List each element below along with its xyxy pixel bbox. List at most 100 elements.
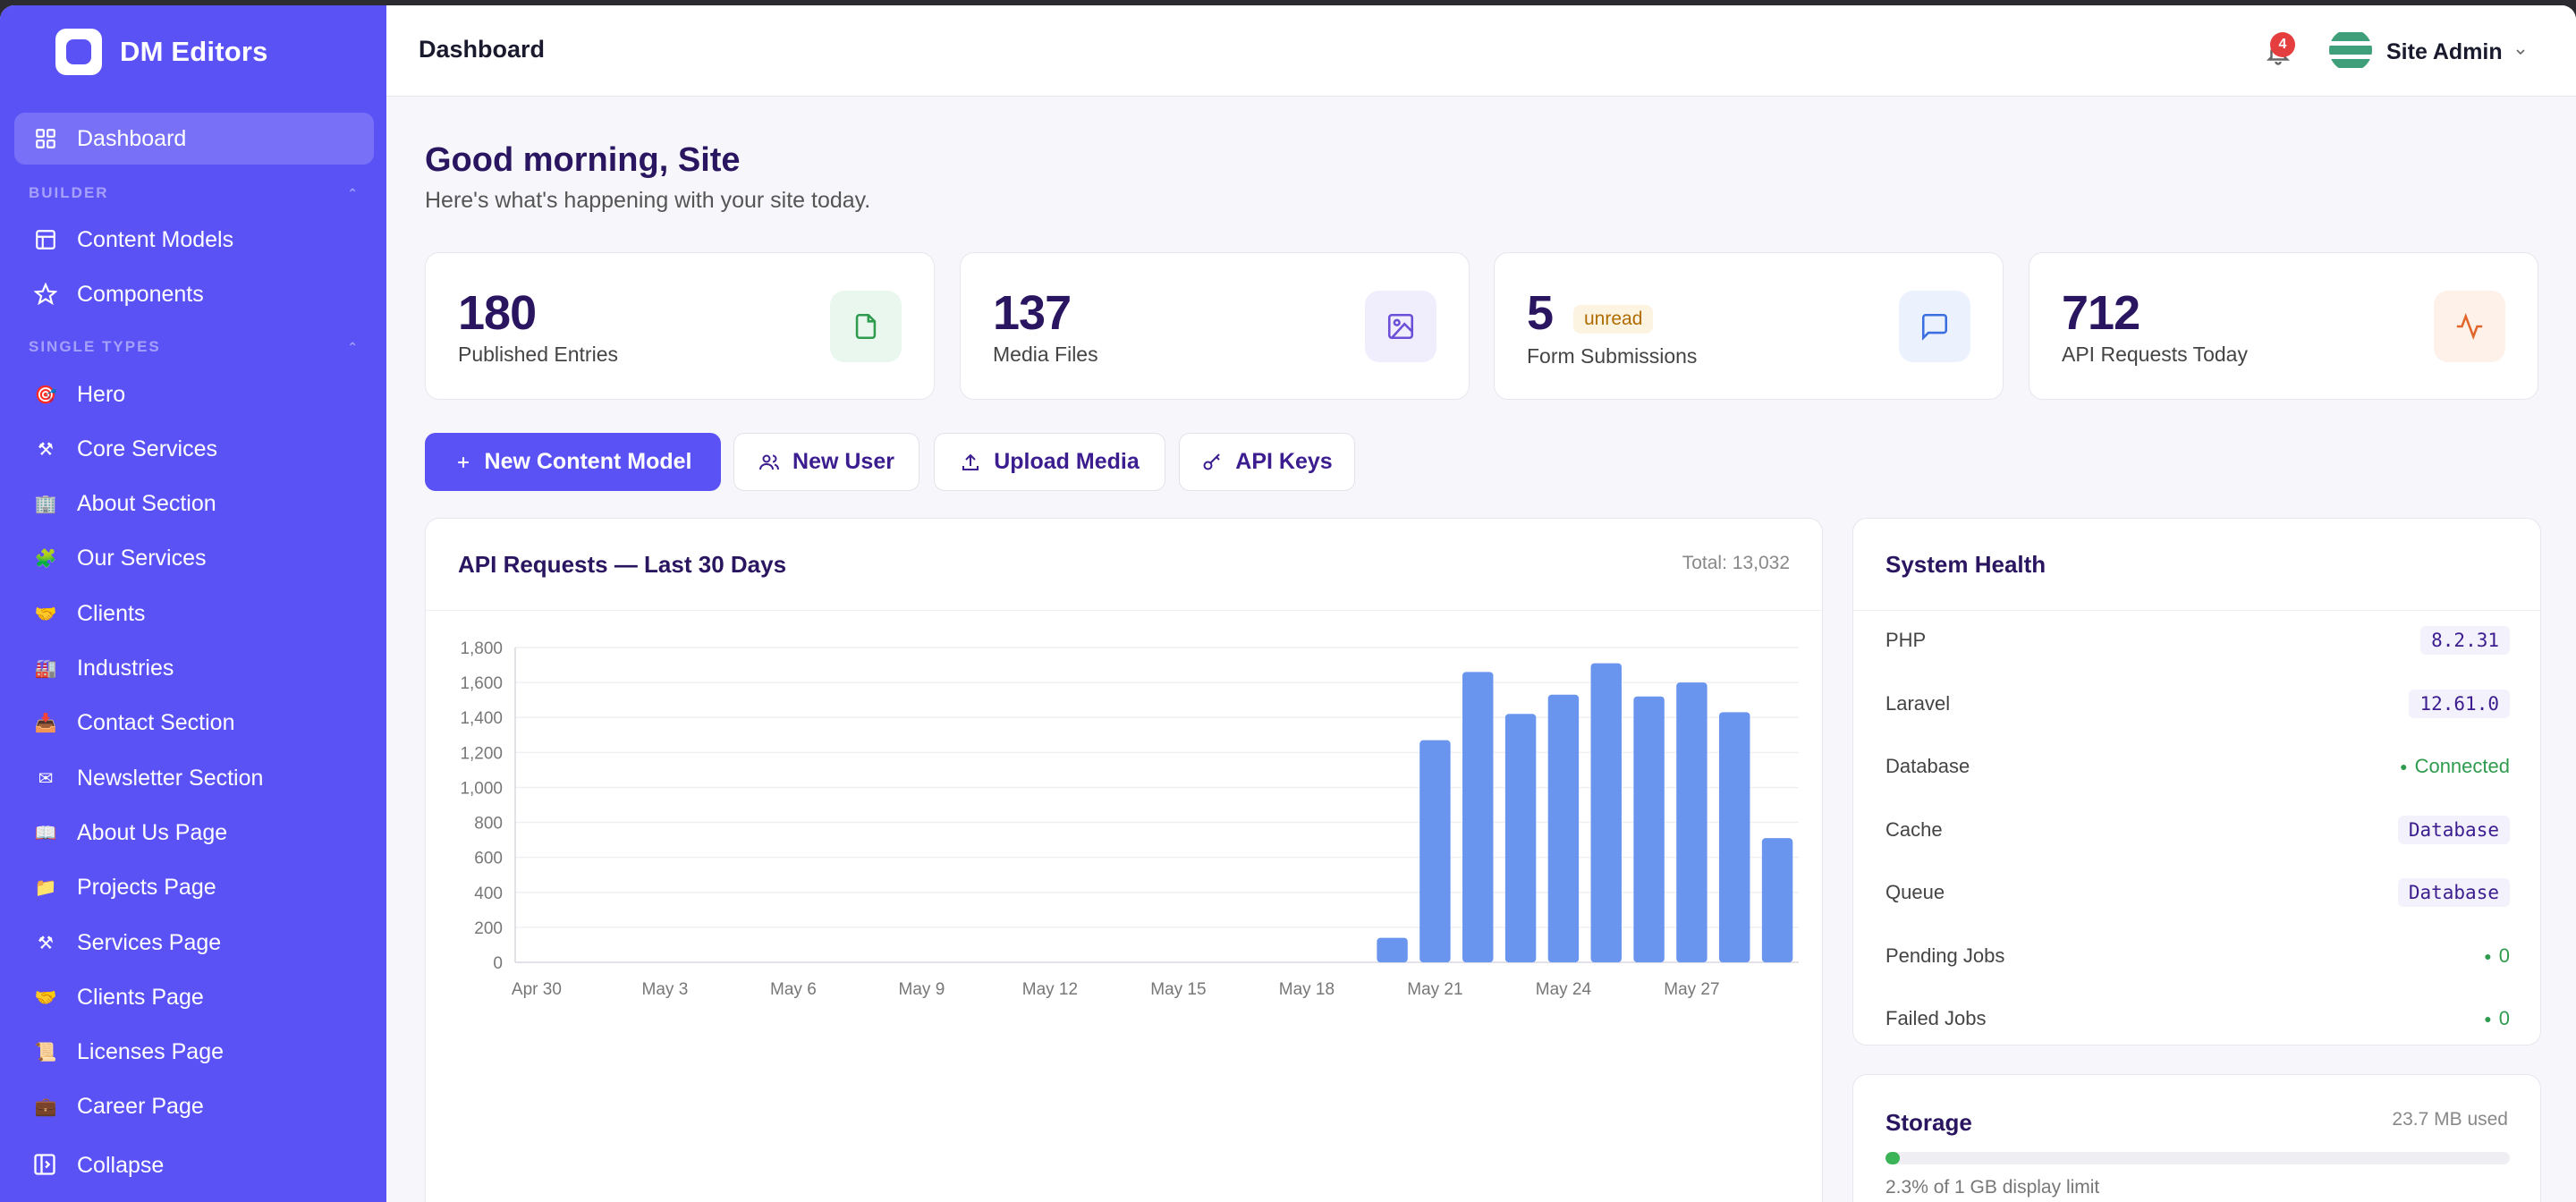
emoji-icon: 🎯 — [34, 385, 57, 405]
health-row: PHP 8.2.31 — [1885, 622, 2510, 658]
user-name[interactable]: Site Admin — [2386, 39, 2503, 64]
sidebar-item-hero[interactable]: 🎯 Hero — [14, 368, 374, 420]
health-row: Queue Database — [1885, 875, 2510, 910]
section-builder[interactable]: BUILDER ⌃ — [29, 184, 360, 202]
sidebar-item-newsletter-section[interactable]: ✉ Newsletter Section — [14, 752, 374, 804]
stat-card-published-entries[interactable]: 180 Published Entries — [425, 252, 935, 400]
x-tick-label: May 18 — [1279, 980, 1335, 999]
bar-may-23 — [1504, 714, 1537, 962]
storage-progress-bar — [1885, 1152, 2510, 1164]
collapse-button[interactable]: Collapse — [14, 1141, 374, 1189]
stat-label: Media Files — [993, 343, 1098, 366]
x-tick-label: May 27 — [1664, 980, 1719, 999]
button-label: New User — [792, 449, 894, 474]
star-icon — [32, 281, 59, 308]
stat-label: API Requests Today — [2062, 343, 2248, 366]
sidebar-item-dashboard[interactable]: Dashboard — [14, 113, 374, 165]
y-tick-label: 1,600 — [460, 674, 503, 693]
stat-card-media-files[interactable]: 137 Media Files — [960, 252, 1470, 400]
chevron-down-icon[interactable] — [2513, 45, 2528, 59]
sidebar-item-clients[interactable]: 🤝 Clients — [14, 588, 374, 639]
sidebar-item-about-section[interactable]: 🏢 About Section — [14, 478, 374, 530]
emoji-icon: ⚒ — [38, 439, 54, 460]
sidebar-item-label: Clients Page — [77, 984, 204, 1010]
y-tick-label: 1,400 — [460, 709, 503, 728]
new-content-model-button[interactable]: New Content Model — [425, 433, 721, 491]
sidebar-item-label: Licenses Page — [77, 1039, 225, 1065]
stat-value: 180 — [458, 286, 537, 340]
version-value: 12.61.0 — [2409, 689, 2510, 718]
sidebar-item-clients-page[interactable]: 🤝 Clients Page — [14, 971, 374, 1023]
activity-icon — [2434, 291, 2505, 362]
sidebar-item-projects-page[interactable]: 📁 Projects Page — [14, 862, 374, 914]
panel-title: API Requests — Last 30 Days — [458, 551, 787, 578]
api-keys-button[interactable]: API Keys — [1179, 433, 1355, 491]
sidebar-item-licenses-page[interactable]: 📜 Licenses Page — [14, 1027, 374, 1079]
sidebar: DM Editors Dashboard BUILDER ⌃ Content M… — [0, 5, 386, 1202]
sidebar-item-components[interactable]: Components — [14, 268, 374, 320]
sidebar-item-label: Industries — [77, 656, 174, 681]
stat-label: Published Entries — [458, 343, 618, 366]
button-label: API Keys — [1235, 449, 1333, 474]
collapse-label: Collapse — [77, 1152, 165, 1178]
sidebar-item-label: About Section — [77, 491, 216, 517]
sidebar-item-our-services[interactable]: 🧩 Our Services — [14, 533, 374, 585]
upload-icon — [960, 452, 981, 473]
status-value: 0 — [2484, 944, 2510, 968]
logo — [55, 29, 102, 75]
y-tick-label: 200 — [474, 919, 503, 938]
plus-icon — [454, 453, 472, 471]
unread-badge: unread — [1573, 305, 1654, 334]
version-value: Database — [2397, 878, 2510, 907]
avatar[interactable] — [2329, 29, 2372, 72]
top-header: Dashboard 4 Site Admin — [386, 5, 2576, 97]
emoji-icon: 📜 — [34, 1043, 57, 1063]
panel-title: Storage — [1885, 1109, 1972, 1136]
x-tick-label: May 3 — [642, 980, 689, 999]
emoji-icon: 🏭 — [34, 659, 57, 679]
emoji-icon: 🤝 — [34, 604, 57, 624]
emoji-icon: 🏢 — [34, 495, 57, 515]
brand[interactable]: DM Editors — [55, 25, 268, 79]
button-label: New Content Model — [484, 449, 692, 474]
storage-caption: 2.3% of 1 GB display limit — [1885, 1177, 2100, 1198]
sidebar-item-content-models[interactable]: Content Models — [14, 214, 374, 266]
y-tick-label: 1,800 — [460, 639, 503, 658]
sidebar-item-career-page[interactable]: 💼 Career Page — [14, 1081, 374, 1133]
notification-badge: 4 — [2270, 32, 2295, 57]
new-user-button[interactable]: New User — [733, 433, 919, 491]
image-icon — [1365, 291, 1436, 362]
health-label: Failed Jobs — [1885, 1007, 1987, 1029]
sidebar-item-core-services[interactable]: ⚒ Core Services — [14, 423, 374, 475]
bar-may-29 — [1761, 838, 1793, 962]
sidebar-item-services-page[interactable]: ⚒ Services Page — [14, 917, 374, 969]
health-row: Failed Jobs 0 — [1885, 1001, 2510, 1037]
emoji-icon: 🤝 — [34, 987, 57, 1008]
upload-media-button[interactable]: Upload Media — [934, 433, 1165, 491]
emoji-icon: ⚒ — [38, 933, 54, 953]
page-title: Dashboard — [419, 36, 546, 63]
bar-may-21 — [1419, 740, 1451, 962]
emoji-icon: ✉ — [38, 768, 54, 789]
health-label: Database — [1885, 755, 1970, 777]
sidebar-item-label: Core Services — [77, 436, 217, 461]
sidebar-item-about-us-page[interactable]: 📖 About Us Page — [14, 807, 374, 859]
button-label: Upload Media — [994, 449, 1140, 474]
sidebar-item-contact-section[interactable]: 📥 Contact Section — [14, 698, 374, 749]
section-label: SINGLE TYPES — [29, 338, 161, 355]
section-single-types[interactable]: SINGLE TYPES ⌃ — [29, 338, 360, 356]
sidebar-item-industries[interactable]: 🏭 Industries — [14, 643, 374, 695]
stat-card-form-submissions[interactable]: 5 unread Form Submissions — [1494, 252, 2004, 400]
version-value: Database — [2397, 815, 2510, 844]
sidebar-item-label: Newsletter Section — [77, 765, 264, 791]
x-tick-label: May 6 — [770, 980, 817, 999]
x-tick-label: May 21 — [1407, 980, 1462, 999]
stat-card-api-requests[interactable]: 712 API Requests Today — [2029, 252, 2538, 400]
greeting-subtitle: Here's what's happening with your site t… — [425, 188, 871, 213]
health-label: Laravel — [1885, 691, 1951, 715]
x-tick-label: May 15 — [1150, 980, 1206, 999]
x-tick-label: Apr 30 — [512, 980, 562, 999]
x-tick-label: May 12 — [1022, 980, 1078, 999]
bar-may-24 — [1547, 694, 1580, 962]
system-health-panel: System Health PHP 8.2.31 Laravel 12.61.0 Dat… — [1852, 518, 2541, 1045]
